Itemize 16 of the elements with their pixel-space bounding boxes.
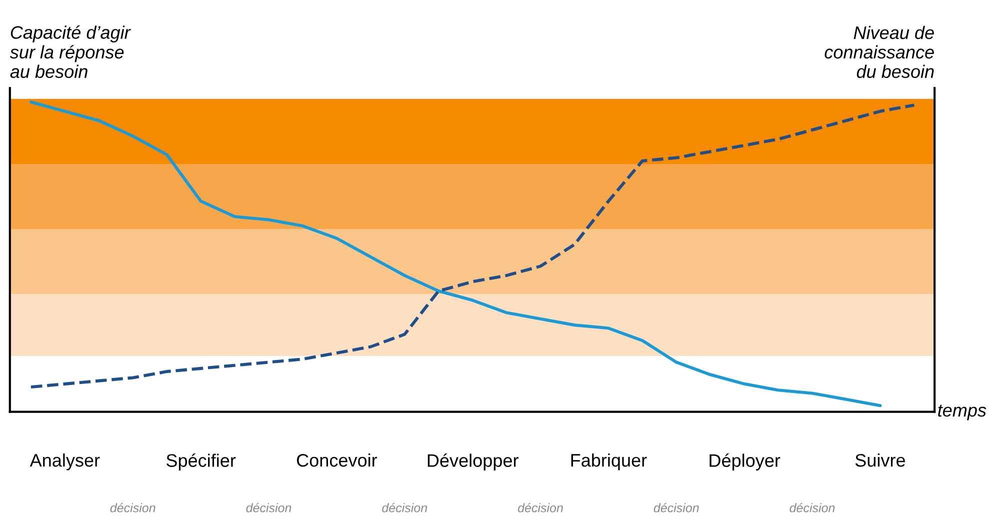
x-tick-label: Fabriquer	[571, 453, 647, 470]
text: décision	[790, 502, 835, 512]
x-tick-label: Déployer	[710, 453, 780, 471]
text: décision	[654, 502, 699, 512]
x-tick-label: Développer	[428, 453, 518, 471]
x-tick-label: Analyser	[30, 453, 100, 470]
x-tick-label: Suivre	[855, 453, 905, 467]
text: décision	[382, 502, 427, 512]
text: décision	[110, 502, 156, 512]
y-axis-title: Capacité d’agir sur la réponse au besoin	[10, 25, 131, 78]
x-tick-label: Spécifier	[166, 453, 236, 471]
x-axis-title: temps	[938, 404, 986, 420]
text: décision	[246, 502, 292, 512]
x-tick-label: Concevoir	[296, 453, 378, 467]
text: décision	[518, 502, 563, 512]
y2-axis-title: Niveau de connaissance du besoin	[824, 26, 934, 78]
